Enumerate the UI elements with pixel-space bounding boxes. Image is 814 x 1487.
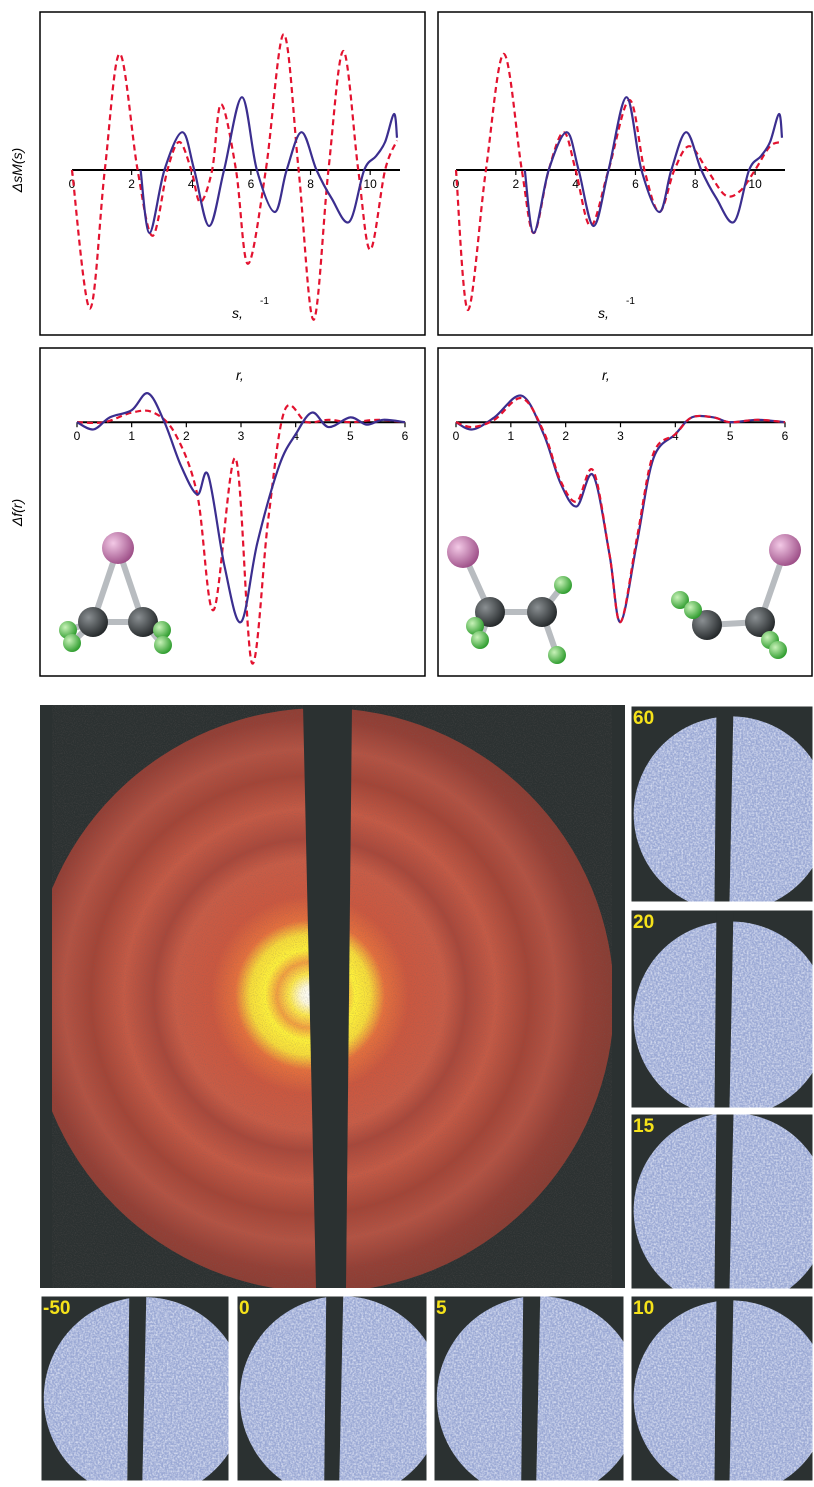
x-axis-label-superscript: -1 <box>626 296 635 307</box>
data-line <box>456 54 782 310</box>
x-axis-label: s, <box>598 305 609 321</box>
molecule <box>447 534 801 664</box>
x-tick-label: 1 <box>128 429 135 443</box>
x-tick-label: 8 <box>307 177 314 191</box>
panel-label: -50 <box>43 1298 70 1319</box>
difference-image: -50 <box>40 1295 230 1482</box>
panel-label: 0 <box>239 1298 250 1319</box>
x-tick-label: 6 <box>402 429 409 443</box>
panel-label: 15 <box>633 1116 655 1137</box>
x-tick-label: 1 <box>507 429 514 443</box>
difference-image: 10 <box>630 1295 814 1482</box>
frame <box>438 12 812 335</box>
x-tick-label: 0 <box>74 429 81 443</box>
x-tick-label: 3 <box>238 429 245 443</box>
difference-image: 20 <box>630 909 814 1109</box>
x-tick-label: 8 <box>692 177 699 191</box>
x-tick-label: 6 <box>632 177 639 191</box>
panel-label: 20 <box>633 912 654 933</box>
y-axis-label: ΔsM(s) <box>9 148 25 193</box>
x-tick-label: 6 <box>782 429 789 443</box>
x-tick-label: 2 <box>512 177 519 191</box>
y-axis-label: Δf(r) <box>9 499 25 527</box>
x-axis-label: s, <box>232 305 243 321</box>
x-tick-label: 2 <box>183 429 190 443</box>
x-tick-label: 5 <box>347 429 354 443</box>
data-line <box>72 34 397 320</box>
figure: 0246810s,-1ΔsM(s)0246810s,-10123456r,Δf(… <box>0 0 814 1482</box>
x-axis-label-superscript: -1 <box>260 296 269 307</box>
x-tick-label: 10 <box>748 177 762 191</box>
x-tick-label: 5 <box>727 429 734 443</box>
panel-label: 5 <box>436 1298 447 1319</box>
data-line <box>525 97 782 233</box>
diffraction-image <box>30 705 625 1292</box>
x-tick-label: 6 <box>248 177 255 191</box>
x-tick-label: 2 <box>128 177 135 191</box>
molecule <box>59 532 172 654</box>
difference-image: 60 <box>630 705 814 903</box>
panel-frames <box>40 12 812 676</box>
x-axis-label: r, <box>236 367 244 383</box>
frame <box>40 12 425 335</box>
difference-image: 0 <box>236 1295 428 1482</box>
panel-label: 10 <box>633 1298 654 1319</box>
data-line <box>77 393 405 622</box>
x-tick-label: 10 <box>364 177 378 191</box>
difference-image: 5 <box>433 1295 625 1482</box>
difference-image: 15 <box>630 1113 814 1290</box>
x-tick-label: 3 <box>617 429 624 443</box>
panel-label: 60 <box>633 708 654 729</box>
x-tick-label: 2 <box>562 429 569 443</box>
x-tick-label: 0 <box>453 429 460 443</box>
x-axis-label: r, <box>602 367 610 383</box>
